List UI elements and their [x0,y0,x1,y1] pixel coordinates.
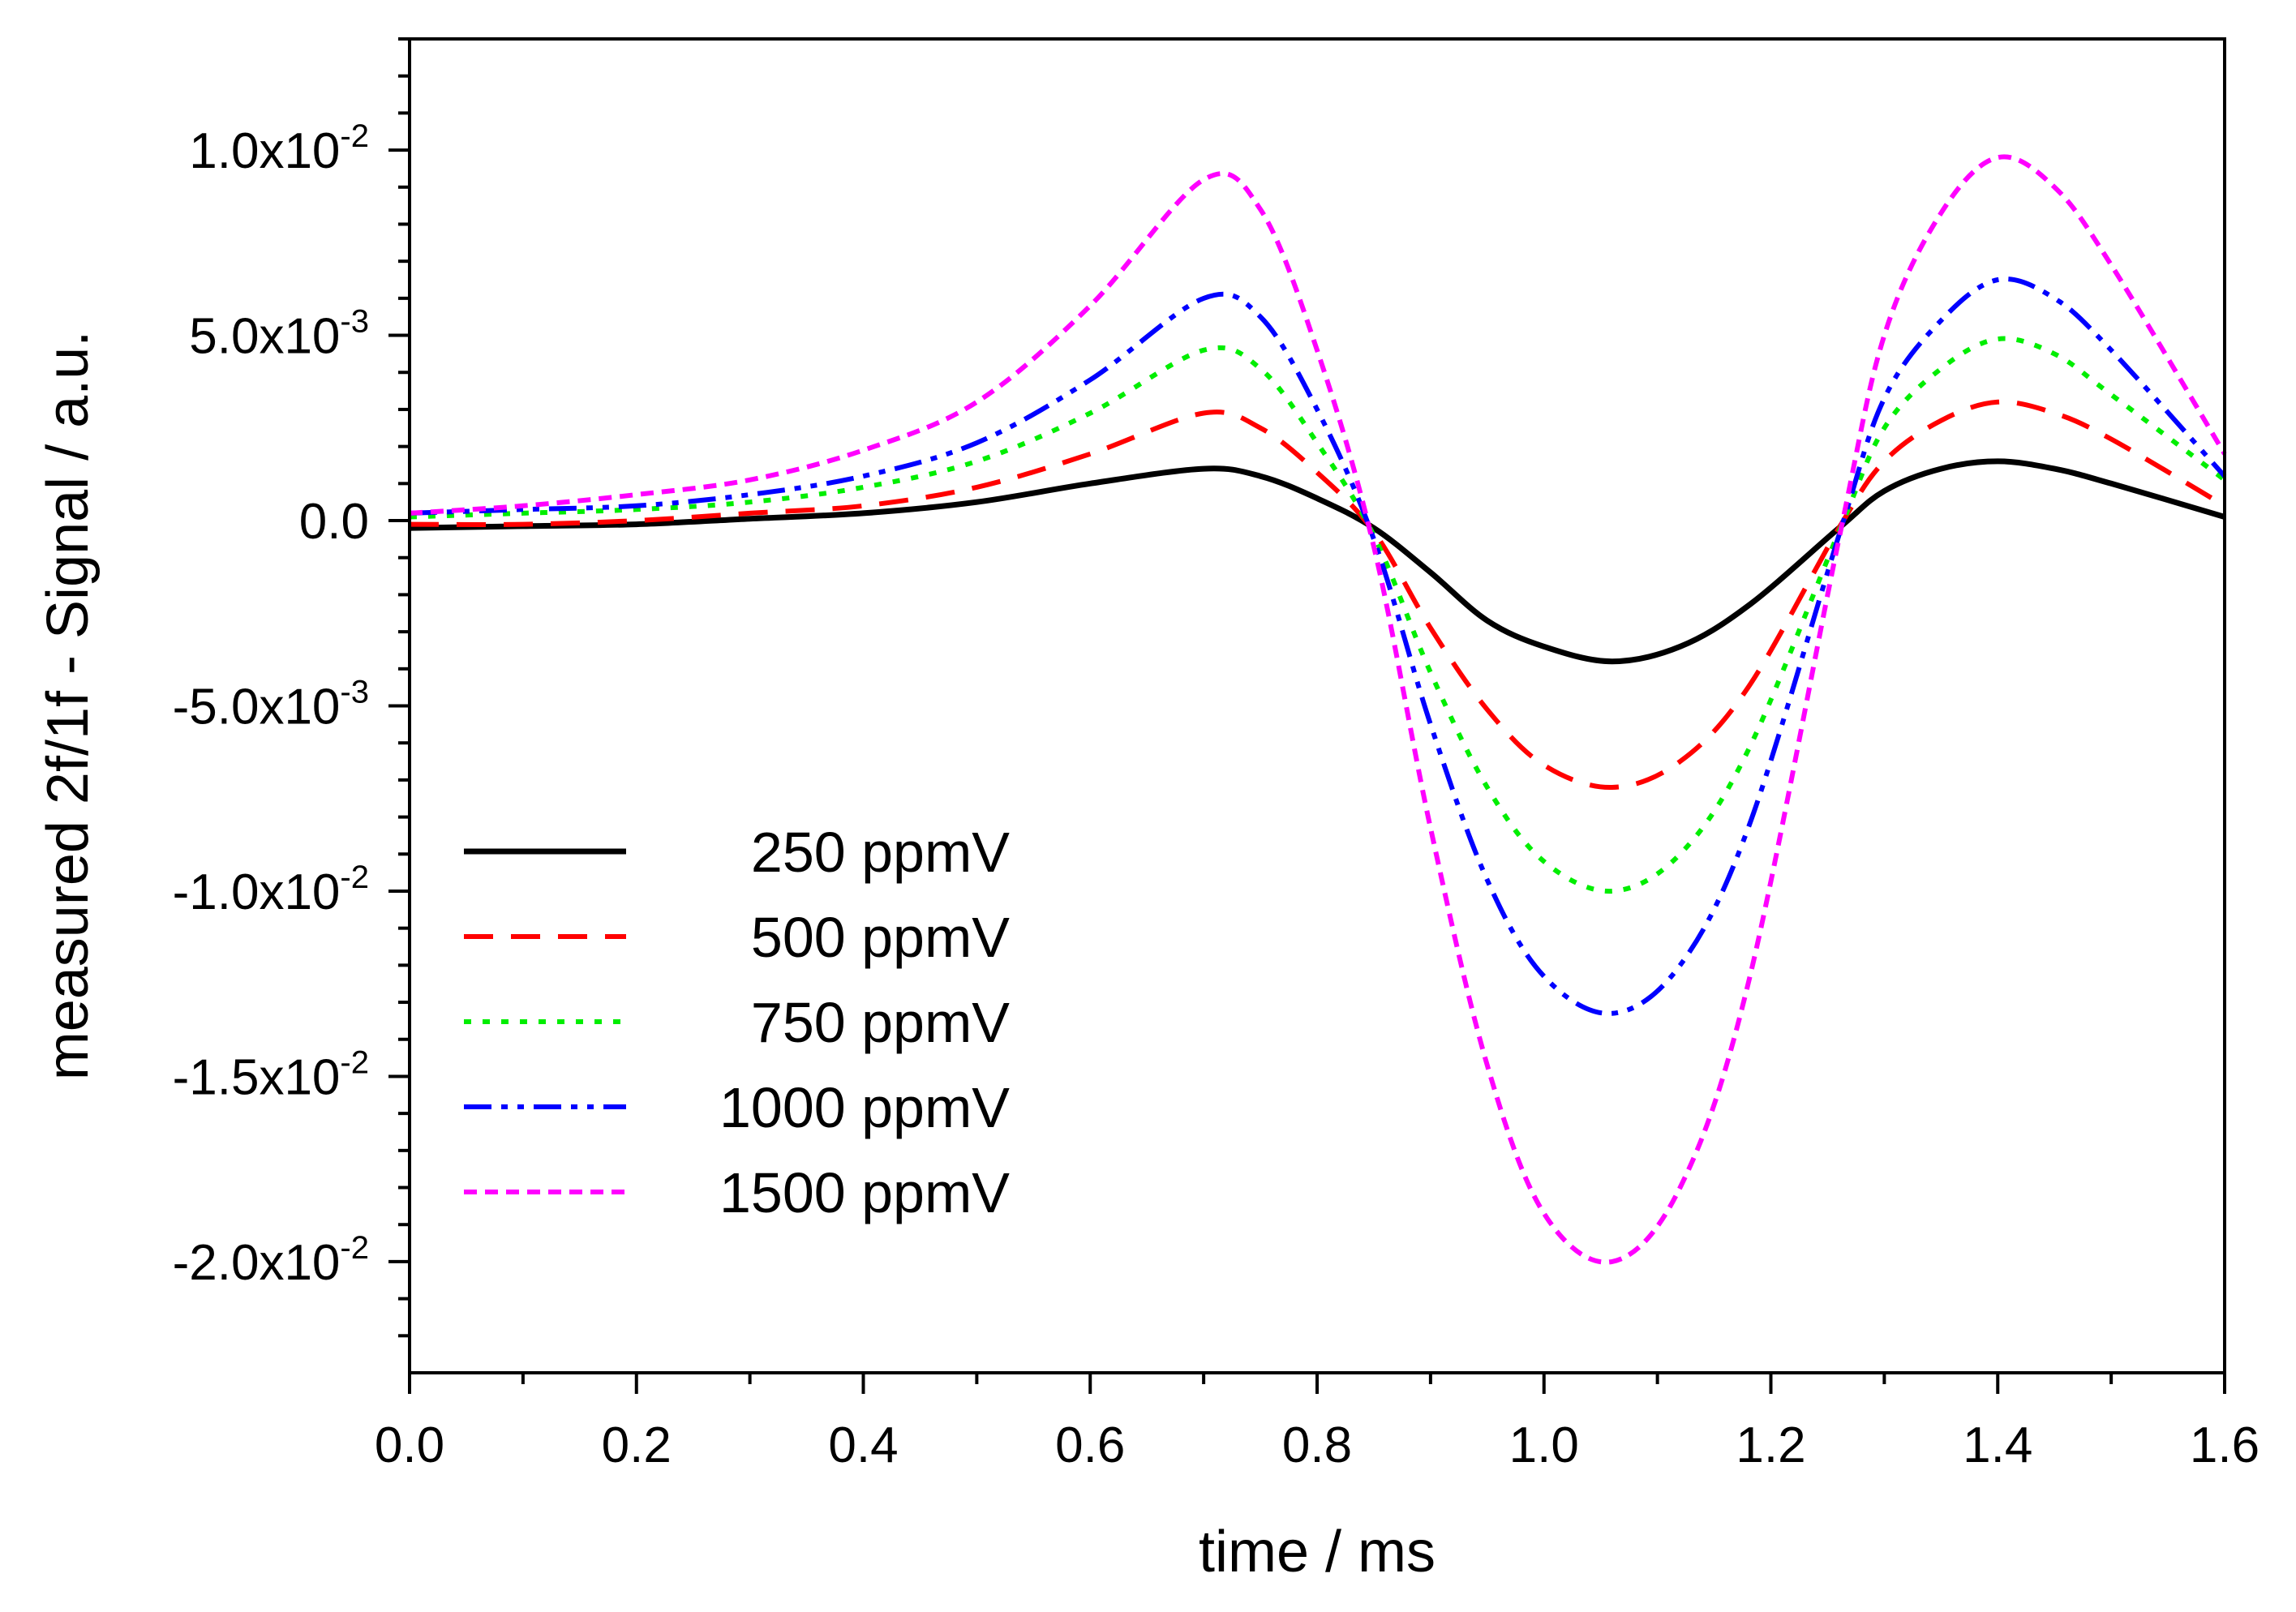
y-tick-label: 1.0x10-2 [189,118,369,179]
legend-label: 1000 ppmV [719,1076,1010,1139]
y-tick-label: -2.0x10-2 [173,1230,369,1291]
legend-label: 750 ppmV [751,991,1010,1054]
x-tick-label: 0.8 [1282,1417,1352,1473]
x-tick-label: 0.0 [375,1417,444,1473]
series-line-1500-ppmv [409,154,2227,1265]
x-tick-label: 1.6 [2190,1417,2260,1473]
x-axis-title: time / ms [1199,1520,1436,1584]
y-tick-label: 5.0x10-3 [189,304,369,365]
y-tick-label: 0.0 [299,494,369,550]
legend-label: 1500 ppmV [719,1161,1010,1224]
legend-label: 250 ppmV [751,821,1010,884]
x-axis: 0.0 0.2 0.4 0.6 0.8 1.0 1.2 1.4 1.6 [375,1373,2260,1473]
x-tick-label: 1.2 [1736,1417,1805,1473]
y-tick-label: -1.5x10-2 [173,1044,369,1105]
x-tick-label: 1.0 [1509,1417,1579,1473]
series-line-1000-ppmv [409,277,2227,1016]
plot-frame [408,37,2226,1374]
x-tick-label: 0.4 [828,1417,898,1473]
series-line-250-ppmv [409,458,2225,665]
x-tick-label: 1.4 [1963,1417,2032,1473]
series-line-750-ppmv [409,336,2226,894]
x-tick-label: 0.2 [602,1417,672,1473]
series-layer [409,154,2227,1265]
y-axis-title: measured 2f/1f - Signal / a.u. [36,331,101,1081]
x-tick-label: 0.6 [1055,1417,1125,1473]
series-line-500-ppmv [409,399,2226,791]
legend: 250 ppmV 500 ppmV 750 ppmV 1000 ppmV 1500 pp… [464,821,1010,1224]
legend-label: 500 ppmV [751,906,1010,969]
y-tick-label: -1.0x10-2 [173,860,369,920]
y-tick-label: -5.0x10-3 [173,675,369,735]
y-axis: 1.0x10-2 5.0x10-3 0.0 -5.0x10-3 -1.0x10-2 -1.… [173,37,410,1338]
